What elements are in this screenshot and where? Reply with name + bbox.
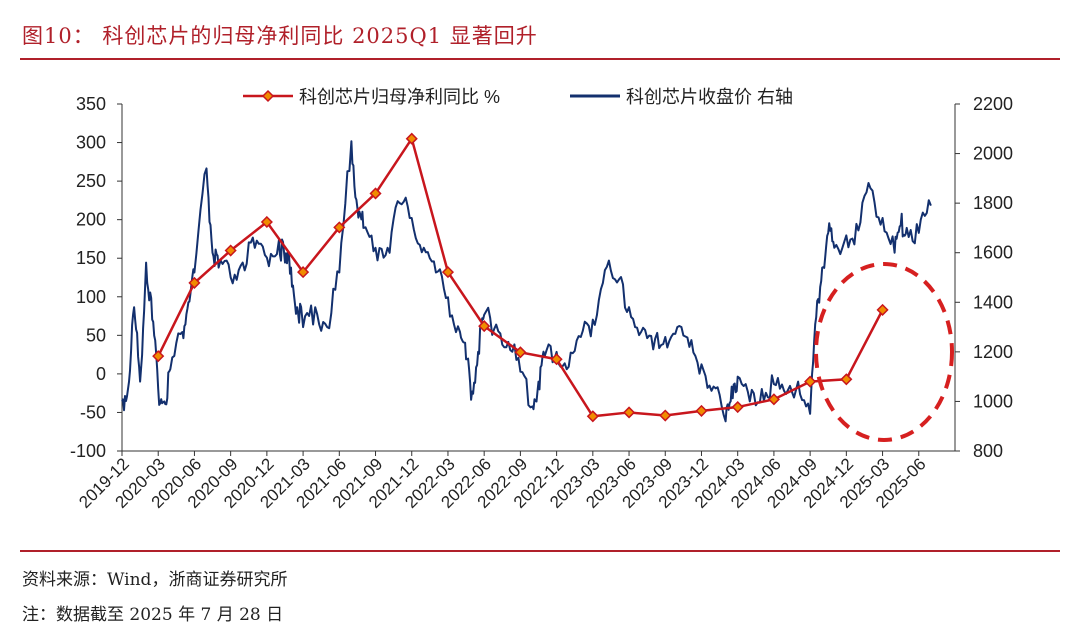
profit-point: [586, 410, 599, 423]
profit-point: [550, 353, 563, 366]
left-tick-label: -50: [80, 402, 106, 422]
profit-point: [659, 409, 672, 422]
footer-divider: [20, 550, 1060, 552]
left-tick-label: -100: [70, 441, 106, 461]
chart-canvas: -100 -50 0 50 100 150 200 250 300 350 800 1000 1200 1…: [70, 87, 1013, 512]
legend-price-label: 科创芯片收盘价 右轴: [626, 87, 793, 107]
left-tick-label: 200: [76, 210, 106, 230]
left-tick-label: 250: [76, 171, 106, 191]
right-tick-label: 2200: [973, 94, 1013, 114]
profit-point: [514, 346, 527, 359]
right-tick-label: 1800: [973, 193, 1013, 213]
profit-point: [840, 373, 853, 386]
profit-point: [260, 215, 273, 229]
profit-point: [224, 244, 237, 257]
left-tick-label: 350: [76, 94, 106, 114]
right-tick-label: 1000: [973, 391, 1013, 411]
left-tick-label: 50: [86, 325, 106, 345]
left-tick-label: 150: [76, 248, 106, 268]
profit-point: [478, 320, 491, 333]
profit-point: [767, 393, 780, 406]
profit-point: [876, 303, 889, 316]
title-divider: [20, 58, 1060, 60]
profit-point: [804, 375, 817, 388]
profit-point: [622, 406, 636, 419]
profit-point: [405, 132, 418, 145]
left-tick-label: 100: [76, 287, 106, 307]
price-series-line: [121, 140, 932, 423]
profit-point: [731, 400, 744, 414]
legend-profit-marker: [261, 89, 275, 103]
right-tick-label: 1600: [973, 243, 1013, 263]
right-tick-label: 1400: [973, 292, 1013, 312]
right-tick-label: 2000: [973, 144, 1013, 164]
date-note: 注：数据截至 2025 年 7 月 28 日: [22, 605, 284, 625]
left-tick-label: 0: [96, 364, 106, 384]
profit-point: [695, 404, 708, 417]
legend-profit-label: 科创芯片归母净利同比 %: [299, 87, 500, 107]
right-tick-label: 800: [973, 441, 1003, 461]
source-note: 资料来源：Wind，浙商证券研究所: [22, 570, 288, 590]
left-tick-label: 300: [76, 133, 106, 153]
profit-point: [152, 350, 165, 363]
highlight-ellipse: [814, 262, 954, 442]
profit-point: [297, 266, 310, 279]
profit-point: [369, 187, 382, 200]
profit-point: [188, 276, 201, 289]
profit-point: [441, 266, 455, 279]
profit-series-line: [157, 135, 884, 418]
right-tick-label: 1200: [973, 342, 1013, 362]
page-title: 图10： 科创芯片的归母净利同比 2025Q1 显著回升: [22, 24, 538, 48]
profit-point: [333, 221, 346, 234]
